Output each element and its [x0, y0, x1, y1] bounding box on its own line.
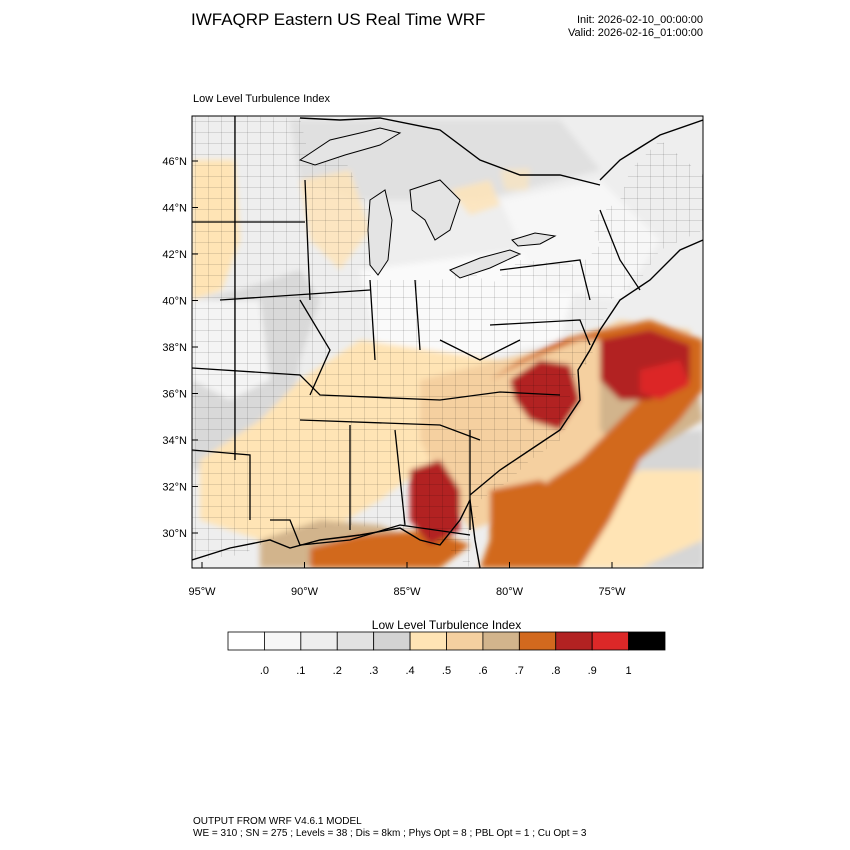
colorbar-label: .4	[405, 665, 414, 677]
colorbar-swatch	[373, 631, 411, 651]
lake-ontario	[511, 232, 557, 247]
colorbar-swatch	[409, 631, 447, 651]
colorbar-title: Low Level Turbulence Index	[371, 618, 522, 632]
state-boundaries	[192, 116, 641, 546]
colorbar-label: .7	[515, 665, 524, 677]
lon-tick-label: 85°W	[393, 586, 421, 598]
lake-huron	[409, 179, 461, 241]
field-pale-ocean	[560, 470, 703, 568]
lake-erie	[449, 249, 522, 279]
lat-tick-label: 36°N	[162, 389, 187, 401]
colorbar-label: .3	[369, 665, 378, 677]
lat-tick-label: 46°N	[162, 156, 187, 168]
colorbar-swatch	[446, 631, 484, 651]
colorbar-label: .9	[588, 665, 597, 677]
lat-tick-label: 32°N	[162, 482, 187, 494]
lon-tick-label: 80°W	[496, 586, 524, 598]
colorbar-label: .6	[478, 665, 487, 677]
lake-superior	[298, 127, 402, 166]
panel-label: Low Level Turbulence Index	[193, 93, 330, 105]
colorbar-swatch	[591, 631, 629, 651]
lat-tick-label: 44°N	[162, 203, 187, 215]
time-info: Init: 2026-02-10_00:00:00 Valid: 2026-02…	[540, 14, 703, 40]
lat-tick-label: 30°N	[162, 528, 187, 540]
init-time: Init: 2026-02-10_00:00:00	[577, 14, 703, 26]
coastline	[192, 117, 703, 568]
map-frame	[191, 115, 704, 569]
colorbar-swatch	[264, 631, 302, 651]
colorbar-label: .5	[442, 665, 451, 677]
colorbar-swatch	[518, 631, 557, 651]
colorbar: .0 .1 .2 .3 .4 .5 .6 .7 .8 .9 1	[227, 631, 666, 677]
field-orange-atlantic	[490, 480, 580, 568]
great-lakes	[298, 127, 557, 279]
colorbar-label: .2	[333, 665, 342, 677]
colorbar-swatch	[555, 631, 593, 651]
lat-tick-label: 40°N	[162, 296, 187, 308]
map-area	[192, 116, 703, 568]
lon-tick-label: 75°W	[598, 586, 626, 598]
footer-config-line: WE = 310 ; SN = 275 ; Levels = 38 ; Dis …	[193, 828, 587, 839]
lat-tick-label: 38°N	[162, 342, 187, 354]
colorbar-label: 1	[626, 665, 632, 677]
colorbar-label: .8	[551, 665, 560, 677]
colorbar-swatch	[482, 631, 520, 651]
field-pale-ontario	[500, 168, 530, 190]
lon-tick-label: 95°W	[188, 586, 216, 598]
lat-tick-label: 34°N	[162, 435, 187, 447]
page-title: IWFAQRP Eastern US Real Time WRF	[191, 10, 486, 29]
colorbar-label: .0	[260, 665, 269, 677]
colorbar-label: .1	[296, 665, 305, 677]
lon-tick-label: 90°W	[291, 586, 319, 598]
field-bright-red-core	[640, 360, 690, 400]
colorbar-swatch	[300, 631, 338, 651]
colorbar-swatch	[336, 631, 375, 651]
footer-info: OUTPUT FROM WRF V4.6.1 MODEL WE = 310 ; …	[193, 816, 586, 840]
lake-michigan	[367, 189, 393, 276]
valid-time: Valid: 2026-02-16_01:00:00	[568, 27, 703, 39]
field-pale-canada	[450, 180, 500, 215]
lat-tick-label: 42°N	[162, 249, 187, 261]
footer-model-line: OUTPUT FROM WRF V4.6.1 MODEL	[193, 816, 362, 827]
colorbar-swatch	[227, 631, 265, 651]
colorbar-swatch	[628, 631, 666, 651]
county-lines	[192, 116, 703, 568]
latitude-axis: 46°N 44°N 42°N 40°N 38°N 36°N 34°N 32°N 30°N	[162, 156, 198, 540]
longitude-axis: 95°W 90°W 85°W 80°W 75°W	[188, 562, 626, 598]
